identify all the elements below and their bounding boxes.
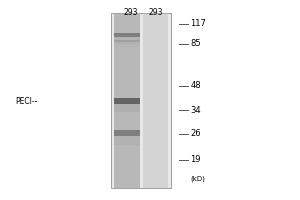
Bar [114,130,140,136]
Text: 293: 293 [149,8,163,17]
Bar [114,98,140,104]
Text: 85: 85 [190,40,201,48]
Bar [111,13,171,188]
Bar [114,13,140,188]
Bar [114,40,140,42]
Bar [111,13,171,188]
Bar [114,42,140,47]
Bar [114,104,140,112]
Bar [114,37,140,44]
Bar [142,13,168,188]
Text: 293: 293 [123,8,138,17]
Text: 48: 48 [190,82,201,90]
Text: 117: 117 [190,20,206,28]
Text: PECI--: PECI-- [15,97,38,106]
Text: 34: 34 [190,106,201,114]
Text: 26: 26 [190,130,201,138]
Text: 19: 19 [190,156,201,164]
Bar [114,33,140,37]
Text: (kD): (kD) [190,176,206,182]
Bar [114,136,140,145]
